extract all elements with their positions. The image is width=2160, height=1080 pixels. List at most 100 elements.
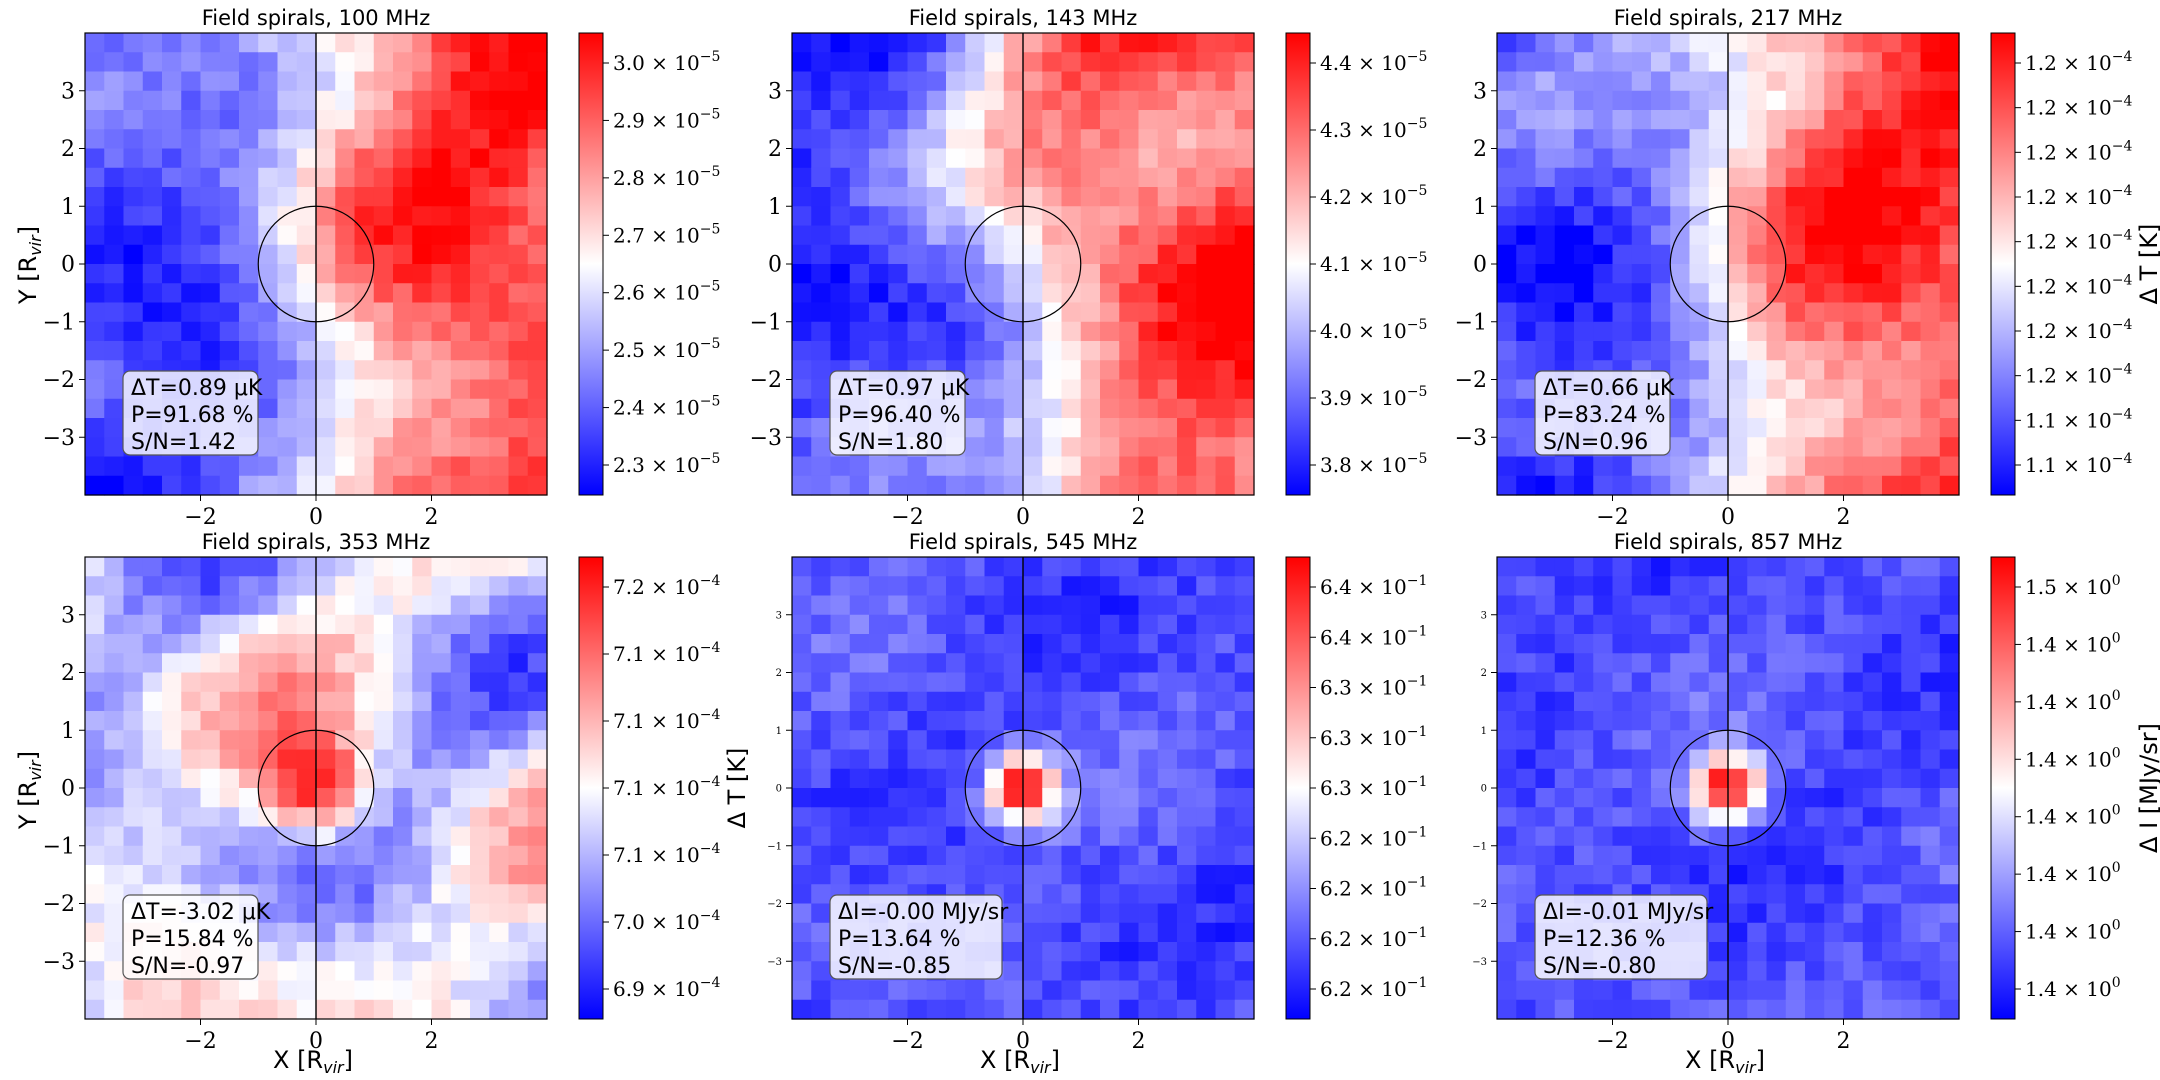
heatmap-cell: [316, 922, 336, 943]
heatmap-cell: [85, 691, 105, 712]
heatmap-cell: [1497, 557, 1517, 577]
heatmap-cell: [354, 653, 375, 674]
y-tick-label: 1: [768, 195, 782, 220]
heatmap-cell: [1824, 634, 1845, 654]
heatmap-cell: [1882, 826, 1902, 847]
colorbar-label-2: Δ T [K]: [2135, 224, 2160, 305]
heatmap-cell: [1177, 52, 1197, 73]
heatmap-cell: [946, 52, 966, 73]
heatmap-cell: [470, 341, 490, 361]
heatmap-cell: [1003, 167, 1024, 188]
heatmap-cell: [1901, 730, 1922, 751]
heatmap-cell: [1843, 244, 1864, 265]
colorbar-label-5: Δ I [MJy/sr]: [2135, 723, 2160, 853]
heatmap-cell: [1554, 33, 1575, 53]
heatmap-cell: [1766, 749, 1787, 770]
heatmap-cell: [162, 768, 182, 789]
heatmap-cell: [1728, 283, 1748, 304]
heatmap-cell: [162, 672, 182, 693]
heatmap-cell: [200, 148, 221, 169]
y-tick-label: −2: [767, 899, 782, 910]
heatmap-cell: [316, 302, 336, 323]
heatmap-cell: [1612, 129, 1633, 150]
heatmap-cell: [1728, 807, 1748, 828]
heatmap-cell: [431, 360, 452, 381]
heatmap-cell: [1670, 595, 1691, 616]
heatmap-cell: [277, 884, 298, 905]
heatmap-cell: [1670, 807, 1691, 828]
heatmap-cell: [926, 749, 947, 770]
heatmap-cell: [1901, 360, 1922, 381]
heatmap-cell: [1497, 653, 1517, 674]
heatmap-cell: [1157, 244, 1178, 265]
heatmap-cell: [1882, 768, 1902, 789]
heatmap-cell: [984, 33, 1005, 53]
heatmap-cell: [219, 71, 240, 92]
heatmap-cell: [1234, 437, 1255, 458]
heatmap-cell: [1766, 437, 1787, 458]
heatmap-cell: [830, 167, 851, 188]
heatmap-cell: [142, 980, 163, 1001]
heatmap-cell: [412, 379, 433, 400]
heatmap-cell: [1554, 653, 1575, 674]
heatmap-cell: [1535, 110, 1556, 130]
heatmap-cell: [1535, 576, 1556, 597]
heatmap-cell: [1023, 653, 1043, 674]
heatmap-cell: [1177, 456, 1197, 477]
heatmap-cell: [1843, 418, 1864, 438]
heatmap-cell: [1882, 302, 1902, 323]
heatmap-cell: [1843, 749, 1864, 770]
heatmap-cell: [1920, 437, 1941, 458]
heatmap-cell: [1939, 653, 1960, 674]
heatmap-cell: [1882, 576, 1902, 597]
heatmap-cell: [316, 71, 336, 92]
heatmap-cell: [296, 302, 317, 323]
heatmap-cell: [1003, 398, 1024, 419]
heatmap-cell: [1157, 283, 1178, 304]
heatmap-cell: [85, 884, 105, 905]
heatmap-cell: [1100, 33, 1120, 53]
heatmap-cell: [1708, 942, 1729, 962]
heatmap-cell: [527, 264, 548, 284]
heatmap-cell: [888, 302, 909, 323]
heatmap-cell: [527, 826, 548, 847]
heatmap-cell: [1234, 379, 1255, 400]
heatmap-cell: [1901, 33, 1922, 53]
heatmap-cell: [1177, 206, 1197, 227]
stats-line: S/N=-0.80: [1543, 954, 1656, 979]
y-tick-label: 1: [1473, 195, 1487, 220]
heatmap-cell: [1100, 244, 1120, 265]
heatmap-cell: [1920, 418, 1941, 438]
heatmap-cell: [907, 691, 928, 712]
heatmap-cell: [1574, 788, 1594, 808]
heatmap-cell: [1080, 672, 1101, 693]
heatmap-cell: [888, 71, 909, 92]
heatmap-cell: [181, 206, 202, 227]
heatmap-cell: [1882, 961, 1902, 982]
heatmap-cell: [527, 614, 548, 635]
heatmap-cell: [1785, 475, 1806, 496]
heatmap-cell: [219, 475, 240, 496]
heatmap-cell: [219, 999, 240, 1020]
heatmap-cell: [1119, 206, 1140, 227]
heatmap-cell: [1574, 148, 1594, 169]
heatmap-cell: [1689, 826, 1710, 847]
heatmap-cell: [1689, 711, 1710, 731]
heatmap-cell: [450, 807, 471, 828]
heatmap-cell: [162, 634, 182, 654]
y-tick-label: −3: [43, 426, 75, 451]
heatmap-cell: [811, 922, 832, 943]
heatmap-cell: [1215, 942, 1236, 962]
heatmap-cell: [926, 595, 947, 616]
heatmap-cell: [1100, 418, 1120, 438]
heatmap-cell: [811, 595, 832, 616]
heatmap-cell: [1157, 942, 1178, 962]
heatmap-cell: [489, 788, 510, 808]
heatmap-cell: [1061, 711, 1082, 731]
heatmap-cell: [104, 865, 125, 885]
heatmap-cell: [200, 595, 221, 616]
heatmap-cell: [1003, 903, 1024, 924]
heatmap-cell: [1901, 961, 1922, 982]
heatmap-cell: [1516, 576, 1537, 597]
heatmap-cell: [1234, 576, 1255, 597]
